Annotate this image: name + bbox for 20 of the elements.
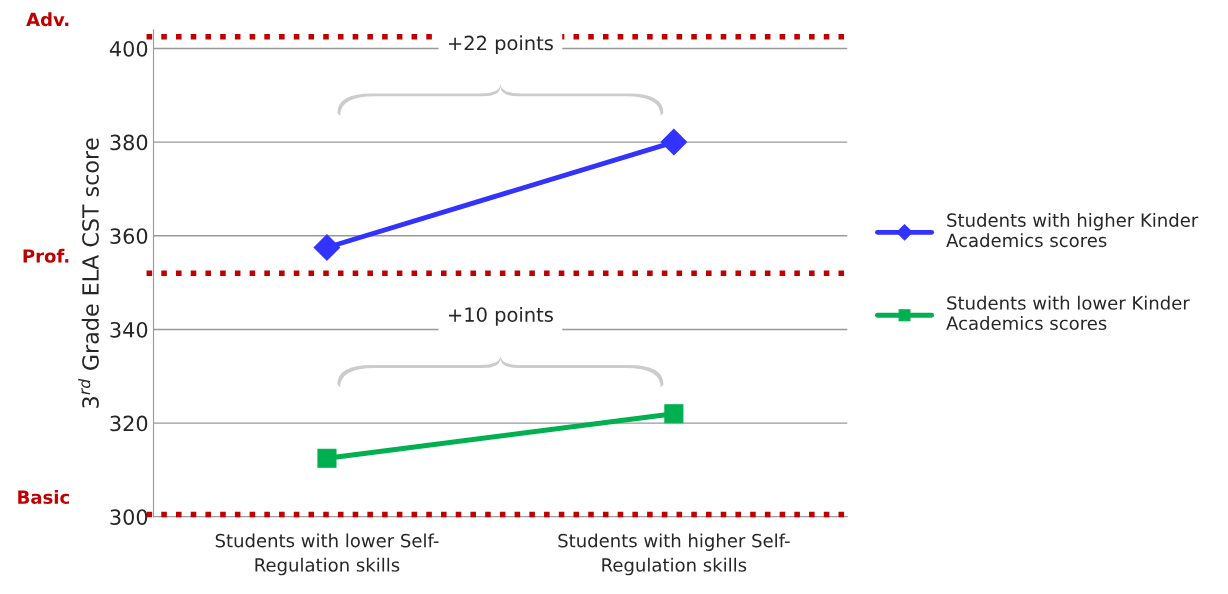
legend-label: Students with lower Kinder Academics scores bbox=[946, 295, 1190, 330]
ref-line-label: Prof. bbox=[23, 248, 69, 263]
point bbox=[660, 128, 688, 156]
x-tick-label: Students with lower Self- Regulation skills bbox=[215, 533, 439, 576]
y-tick-label: 300 bbox=[110, 509, 148, 525]
point bbox=[664, 404, 684, 424]
y-axis-title: 3$^{rd}$ Grade ELA CST score bbox=[78, 138, 99, 408]
legend-label: Students with higher Kinder Academics scores bbox=[946, 212, 1199, 248]
y-tick-label: 360 bbox=[110, 228, 148, 244]
y-tick-label: 380 bbox=[110, 134, 148, 151]
point bbox=[313, 234, 341, 261]
x-tick-label: Students with higher Self- Regulation skills bbox=[558, 533, 790, 576]
ref-line-label: Adv. bbox=[26, 12, 69, 27]
y-tick-label: 340 bbox=[110, 321, 148, 338]
ref-line-label: Basic bbox=[18, 490, 69, 504]
annotation: +10 points bbox=[449, 306, 553, 326]
y-tick-label: 320 bbox=[110, 415, 148, 432]
point bbox=[317, 448, 337, 468]
annotation: +22 points bbox=[449, 35, 553, 55]
y-tick-label: 400 bbox=[109, 40, 148, 57]
